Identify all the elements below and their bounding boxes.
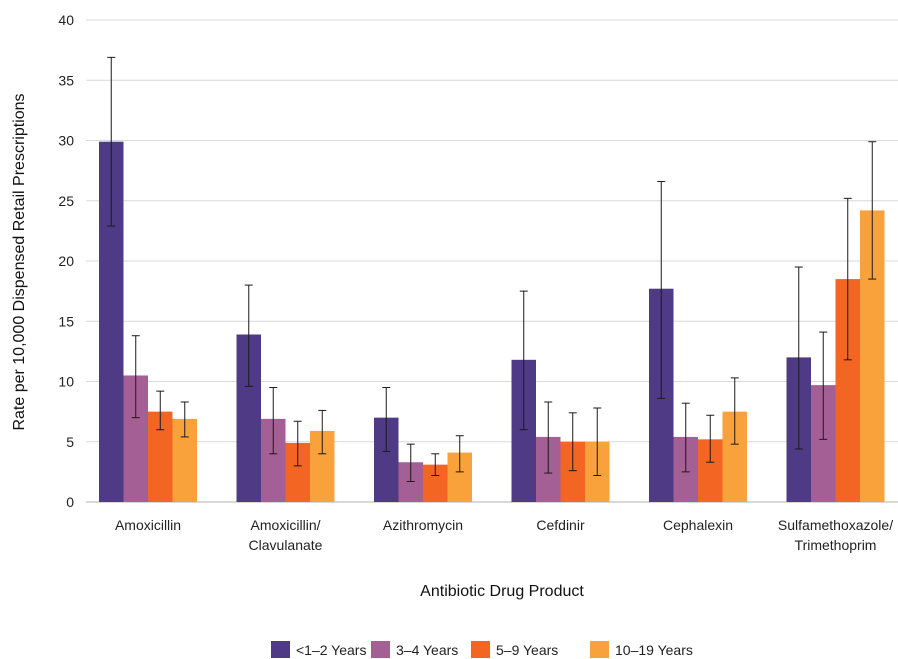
- bars: [99, 141, 885, 502]
- error-bar: [706, 414, 715, 463]
- error-bar: [244, 284, 253, 387]
- error-bar: [593, 407, 602, 476]
- x-tick-label: Trimethoprim: [795, 537, 877, 553]
- y-tick-label: 10: [58, 374, 74, 390]
- legend-item: 10–19 Years: [590, 641, 693, 658]
- x-tick-labels: Amoxicillin Amoxicillin/Clavulanate Azithr…: [115, 517, 893, 553]
- error-bar: [318, 409, 327, 455]
- legend: <1–2 Years 3–4 Years 5–9 Years 10–19 Years: [271, 641, 693, 658]
- y-tick-label: 15: [58, 313, 74, 329]
- x-tick-label: Amoxicillin/: [250, 517, 320, 533]
- error-bar: [156, 390, 165, 431]
- error-bars: [107, 56, 877, 483]
- legend-swatch: [271, 641, 290, 658]
- legend-label: <1–2 Years: [296, 642, 366, 658]
- error-bar: [519, 290, 528, 431]
- error-bar: [568, 412, 577, 472]
- legend-label: 10–19 Years: [615, 642, 693, 658]
- error-bar: [131, 335, 140, 419]
- x-axis-title: Antibiotic Drug Product: [420, 583, 584, 600]
- error-bar: [730, 377, 739, 445]
- legend-item: 3–4 Years: [371, 641, 458, 658]
- y-tick-label: 30: [58, 133, 74, 149]
- x-tick-label: Clavulanate: [249, 537, 323, 553]
- error-bar: [269, 387, 278, 455]
- error-bar: [180, 401, 189, 438]
- legend-swatch: [590, 641, 609, 658]
- error-bar: [657, 180, 666, 399]
- legend-swatch: [471, 641, 490, 658]
- x-tick-label: Azithromycin: [383, 517, 463, 533]
- error-bar: [868, 141, 877, 280]
- error-bar: [382, 387, 391, 452]
- error-bar: [819, 331, 828, 440]
- error-bar: [544, 401, 553, 474]
- legend-item: <1–2 Years: [271, 641, 366, 658]
- y-tick-label: 35: [58, 72, 74, 88]
- legend-label: 3–4 Years: [396, 642, 458, 658]
- x-tick-label: Cephalexin: [663, 517, 733, 533]
- error-bar: [107, 56, 116, 227]
- y-tick-label: 5: [66, 434, 74, 450]
- gridlines: [86, 19, 898, 503]
- error-bar: [681, 402, 690, 473]
- y-tick-label: 25: [58, 193, 74, 209]
- error-bar: [794, 266, 803, 450]
- x-tick-label: Sulfamethoxazole/: [778, 517, 893, 533]
- error-bar: [431, 453, 440, 476]
- x-tick-label: Amoxicillin: [115, 517, 181, 533]
- error-bar: [293, 420, 302, 467]
- y-tick-label: 0: [66, 494, 74, 510]
- y-tick-labels: 0 5 10 15 20 25 30 35 40: [58, 12, 74, 510]
- y-tick-label: 20: [58, 253, 74, 269]
- x-tick-label: Cefdinir: [536, 517, 585, 533]
- legend-label: 5–9 Years: [496, 642, 558, 658]
- legend-swatch: [371, 641, 390, 658]
- y-axis-title: Rate per 10,000 Dispensed Retail Prescri…: [11, 93, 28, 430]
- y-tick-label: 40: [58, 12, 74, 28]
- error-bar: [406, 443, 415, 483]
- error-bar: [455, 435, 464, 473]
- legend-item: 5–9 Years: [471, 641, 558, 658]
- error-bar: [843, 197, 852, 361]
